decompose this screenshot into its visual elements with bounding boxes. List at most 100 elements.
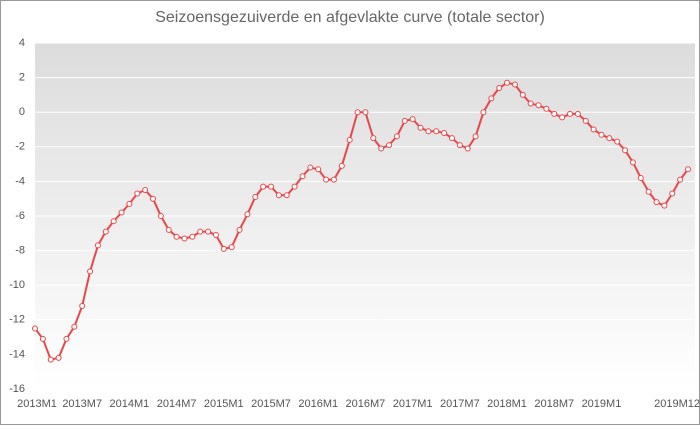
x-tick-label: 2016M1 [298, 398, 338, 410]
point [519, 91, 526, 98]
point [669, 190, 676, 197]
point [425, 128, 432, 135]
point [307, 164, 314, 171]
point [87, 268, 94, 275]
x-tick-label: 2018M1 [487, 398, 527, 410]
point [441, 129, 448, 136]
x-tick-label: 2015M1 [204, 398, 244, 410]
point [142, 187, 149, 194]
y-tick-label: 4 [19, 37, 25, 49]
point [629, 159, 636, 166]
y-tick-label: -6 [15, 210, 25, 222]
point [228, 244, 235, 251]
point [378, 145, 385, 152]
y-tick-label: 2 [19, 72, 25, 84]
point [39, 335, 46, 342]
point [110, 218, 117, 225]
point [409, 116, 416, 123]
point [393, 133, 400, 140]
point [488, 95, 495, 102]
point [330, 176, 337, 183]
y-tick-label: -10 [9, 279, 25, 291]
point [346, 136, 353, 143]
point [197, 228, 204, 235]
point [299, 173, 306, 180]
point [645, 188, 652, 195]
x-tick-label: 2018M7 [534, 398, 574, 410]
x-tick-label: 2019M12 [654, 398, 700, 410]
point [590, 126, 597, 133]
point [260, 183, 267, 190]
x-tick-label: 2019M1 [582, 398, 622, 410]
point [472, 133, 479, 140]
point [244, 211, 251, 218]
point [173, 233, 180, 240]
y-tick-label: -12 [9, 314, 25, 326]
point [551, 110, 558, 117]
point [283, 192, 290, 199]
point [496, 84, 503, 91]
point [504, 79, 511, 86]
point [527, 100, 534, 107]
point [63, 335, 70, 342]
point [236, 226, 243, 233]
point [79, 302, 86, 309]
x-tick-label: 2013M1 [17, 398, 57, 410]
x-tick-label: 2015M7 [251, 398, 291, 410]
y-tick-label: -14 [9, 348, 25, 360]
point [464, 145, 471, 152]
point [165, 226, 172, 233]
x-tick-label: 2014M1 [110, 398, 150, 410]
y-tick-label: -8 [15, 245, 25, 257]
point [582, 117, 589, 124]
point [401, 117, 408, 124]
point [566, 110, 573, 117]
point [157, 213, 164, 219]
point [535, 102, 542, 109]
point [606, 135, 613, 142]
point [653, 199, 660, 206]
point [252, 193, 259, 200]
point [315, 166, 322, 173]
point [275, 192, 282, 199]
point [189, 233, 196, 240]
point [661, 202, 668, 209]
point [354, 109, 361, 116]
point [598, 131, 605, 138]
point [94, 242, 101, 249]
point [362, 109, 369, 116]
x-tick-label: 2017M1 [393, 398, 433, 410]
point [685, 166, 691, 173]
point [32, 325, 38, 332]
point [181, 235, 188, 242]
point [559, 114, 566, 121]
point [71, 323, 78, 330]
point [480, 109, 487, 116]
y-tick-label: 0 [19, 106, 25, 118]
point [47, 356, 54, 363]
point [574, 110, 581, 117]
point [102, 228, 109, 235]
point [338, 162, 345, 169]
point [291, 183, 298, 190]
point [456, 142, 463, 149]
point [205, 228, 212, 235]
point [370, 135, 377, 142]
point [150, 195, 157, 202]
point [433, 128, 440, 135]
point [677, 176, 684, 183]
point [134, 190, 141, 197]
point [511, 81, 518, 88]
point [220, 245, 227, 252]
point [55, 354, 62, 361]
point [212, 232, 219, 239]
y-tick-label: -2 [15, 141, 25, 153]
point [386, 142, 393, 149]
y-tick-label: -16 [9, 383, 25, 395]
point [118, 209, 125, 216]
y-tick-label: -4 [15, 175, 25, 187]
point [448, 135, 455, 142]
point [268, 183, 275, 190]
point [126, 200, 133, 207]
